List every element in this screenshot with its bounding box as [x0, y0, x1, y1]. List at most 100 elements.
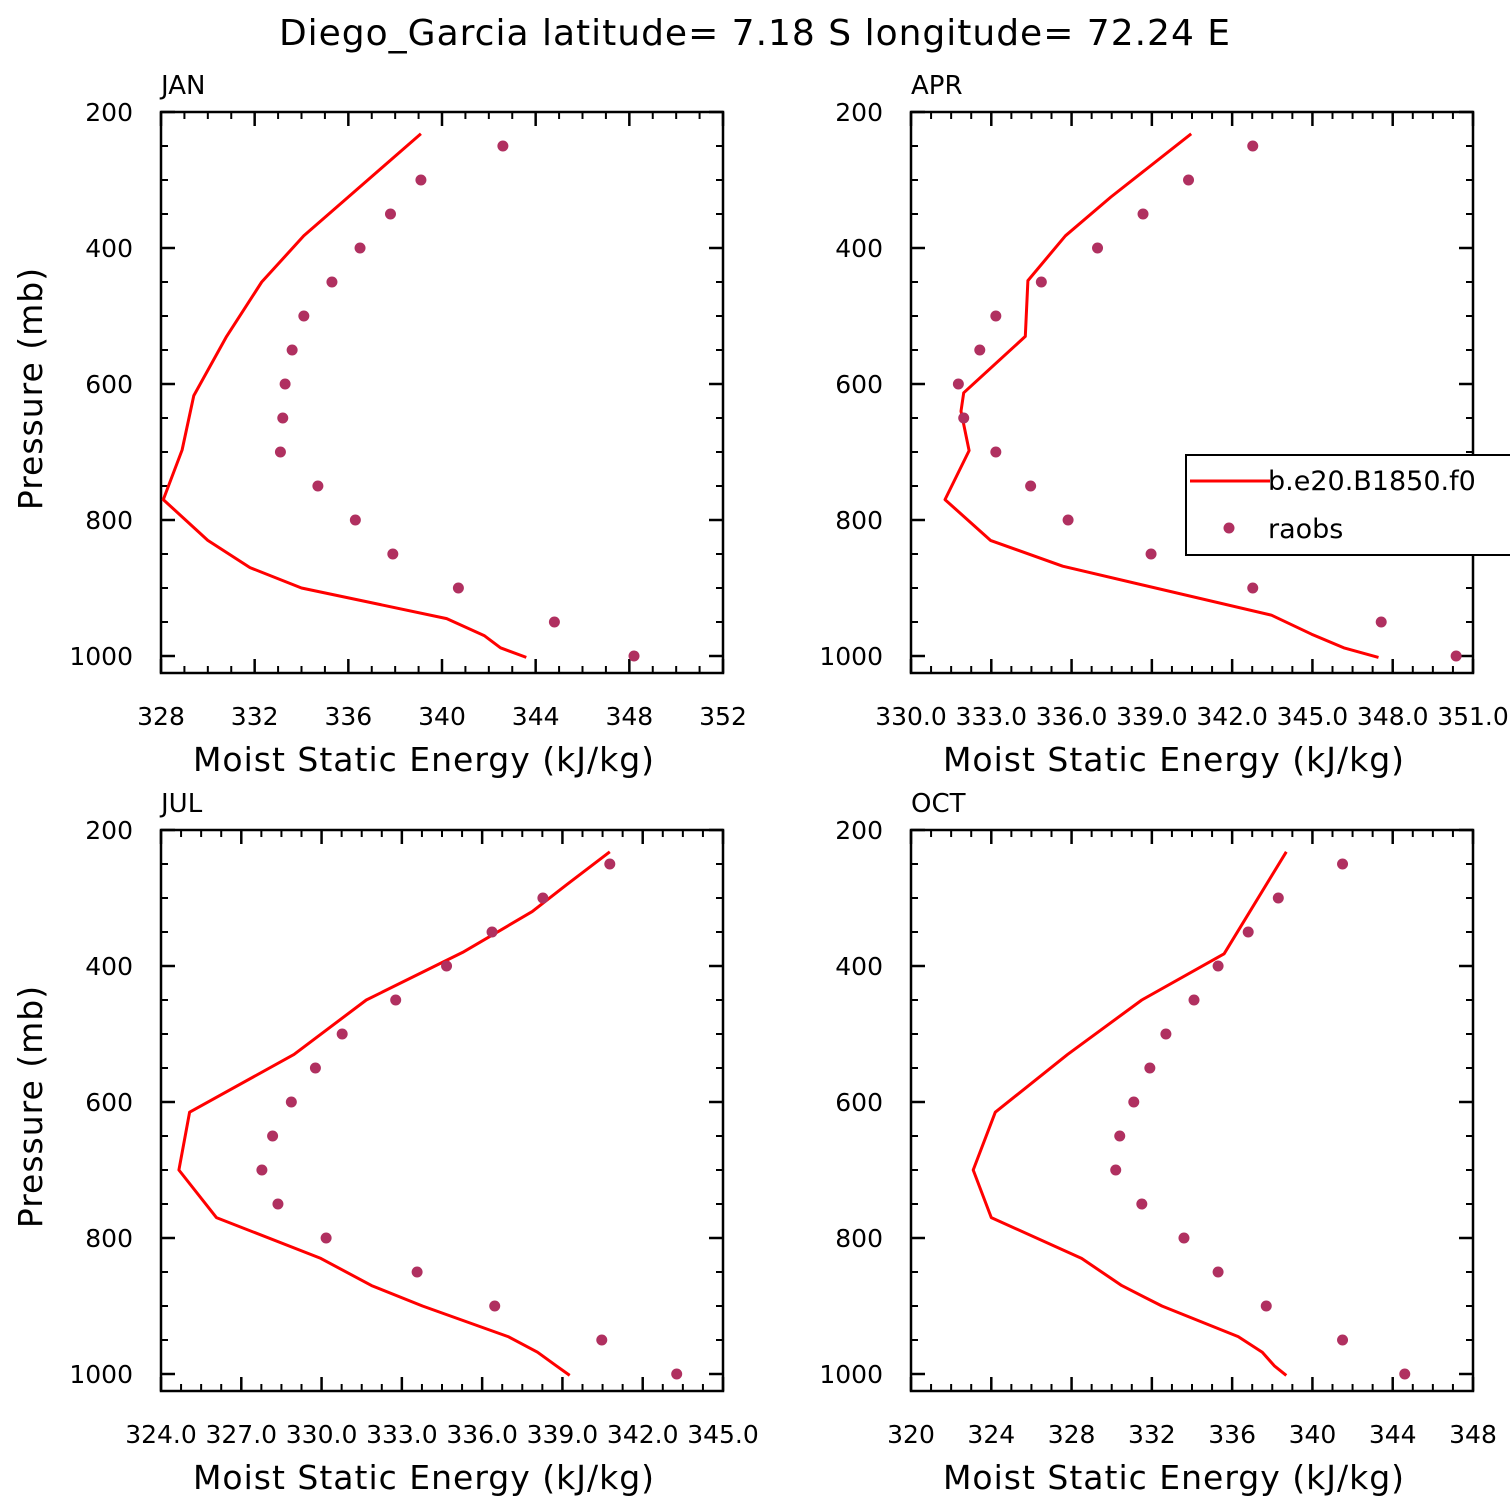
raob-point	[1114, 1130, 1126, 1142]
x-tick-label: 340	[418, 702, 466, 731]
y-tick-label: 200	[85, 816, 133, 845]
model-line	[971, 851, 1288, 1377]
raob-point	[1137, 208, 1149, 220]
raob-point	[1212, 1266, 1224, 1278]
y-tick-label: 1000	[819, 642, 883, 671]
raob-point	[285, 1096, 297, 1108]
raob-point	[1183, 174, 1195, 186]
y-tick-label: 800	[85, 1224, 133, 1253]
legend-box	[1185, 454, 1510, 556]
y-tick-label: 200	[85, 98, 133, 127]
raob-point	[1242, 926, 1254, 938]
x-tick-label: 336.0	[1036, 702, 1108, 731]
x-tick-label: 328	[1048, 1420, 1096, 1449]
x-tick-label: 345.0	[687, 1420, 759, 1449]
raob-point	[452, 582, 464, 594]
raob-point	[1337, 1334, 1349, 1346]
legend-model-label: b.e20.B1850.f0	[1268, 466, 1476, 497]
panel-apr: APR 200 400 600 800 1000 330.0 333.0 336.0 339.0 3…	[819, 71, 1508, 779]
raob-point	[596, 1334, 608, 1346]
legend-dot-swatch	[1223, 522, 1235, 534]
raob-point	[537, 892, 549, 904]
x-tick-label: 336	[324, 702, 372, 731]
raob-point	[1128, 1096, 1140, 1108]
y-tick-label: 800	[835, 1224, 883, 1253]
panel-oct: OCT 200 400 600 800 1000 320 324 328 332 336 340 344…	[819, 789, 1496, 1497]
raob-point	[336, 1028, 348, 1040]
legend: b.e20.B1850.f0 raobs	[1185, 454, 1510, 556]
y-tick-label: 400	[85, 952, 133, 981]
raob-point	[958, 412, 970, 424]
x-tick-label: 324	[967, 1420, 1015, 1449]
x-axis-title: Moist Static Energy (kJ/kg)	[943, 740, 1405, 779]
raob-point	[1212, 960, 1224, 972]
panel-label: OCT	[911, 789, 966, 819]
raob-point	[952, 378, 964, 390]
x-tick-label: 332	[1128, 1420, 1176, 1449]
raob-point	[1160, 1028, 1172, 1040]
raob-point	[354, 242, 366, 254]
raob-point	[1144, 1062, 1156, 1074]
raob-point	[1247, 140, 1259, 152]
x-tick-label: 330.0	[286, 1420, 358, 1449]
y-tick-label: 1000	[69, 1360, 133, 1389]
raob-point	[274, 446, 286, 458]
y-tick-label: 800	[835, 506, 883, 535]
raob-point	[298, 310, 310, 322]
raob-point	[1145, 548, 1157, 560]
raob-point	[256, 1164, 268, 1176]
raob-point	[1025, 480, 1037, 492]
raob-point	[349, 514, 361, 526]
raob-point	[1136, 1198, 1148, 1210]
model-line	[161, 132, 527, 659]
panel-label: JUL	[159, 789, 203, 819]
model-line	[943, 132, 1379, 659]
raob-point	[1178, 1232, 1190, 1244]
x-tick-label: 332	[231, 702, 279, 731]
raob-point	[387, 548, 399, 560]
legend-obs-label: raobs	[1268, 514, 1343, 545]
raob-point	[272, 1198, 284, 1210]
y-tick-label: 600	[85, 370, 133, 399]
x-tick-label: 345.0	[1277, 702, 1349, 731]
raob-point	[441, 960, 453, 972]
x-tick-label: 336	[1208, 1420, 1256, 1449]
raob-point	[1272, 892, 1284, 904]
raob-point	[628, 650, 640, 662]
plot-frame	[909, 110, 1475, 675]
raob-point	[1092, 242, 1104, 254]
y-tick-label: 1000	[819, 1360, 883, 1389]
raob-point	[384, 208, 396, 220]
x-tick-label: 327.0	[205, 1420, 277, 1449]
raob-point	[671, 1368, 683, 1380]
y-tick-label: 800	[85, 506, 133, 535]
raob-point	[267, 1130, 279, 1142]
y-tick-label: 600	[835, 370, 883, 399]
raob-point	[486, 926, 498, 938]
y-tick-label: 400	[835, 952, 883, 981]
y-tick-label: 600	[835, 1088, 883, 1117]
y-tick-label: 200	[835, 816, 883, 845]
model-line	[177, 850, 611, 1377]
raob-point	[1399, 1368, 1411, 1380]
raob-point	[309, 1062, 321, 1074]
raob-point	[604, 858, 616, 870]
figure-title: Diego_Garcia latitude= 7.18 S longitude=…	[279, 13, 1231, 54]
x-tick-label: 344	[512, 702, 560, 731]
y-tick-label: 400	[835, 234, 883, 263]
x-tick-label: 333.0	[955, 702, 1027, 731]
panel-label: APR	[911, 71, 963, 101]
x-tick-label: 348.0	[1357, 702, 1429, 731]
x-tick-label: 320	[887, 1420, 935, 1449]
panel-jul: JUL 200 400 600 800 1000 324.0 327.0 330.0 333.0 3…	[11, 789, 759, 1497]
x-tick-label: 342.0	[1196, 702, 1268, 731]
x-tick-label: 339.0	[527, 1420, 599, 1449]
x-tick-label: 336.0	[446, 1420, 518, 1449]
raob-point	[990, 310, 1002, 322]
raob-point	[411, 1266, 423, 1278]
x-tick-label: 342.0	[607, 1420, 679, 1449]
raob-point	[974, 344, 986, 356]
x-axis-title: Moist Static Energy (kJ/kg)	[943, 1458, 1405, 1497]
raob-point	[1247, 582, 1259, 594]
